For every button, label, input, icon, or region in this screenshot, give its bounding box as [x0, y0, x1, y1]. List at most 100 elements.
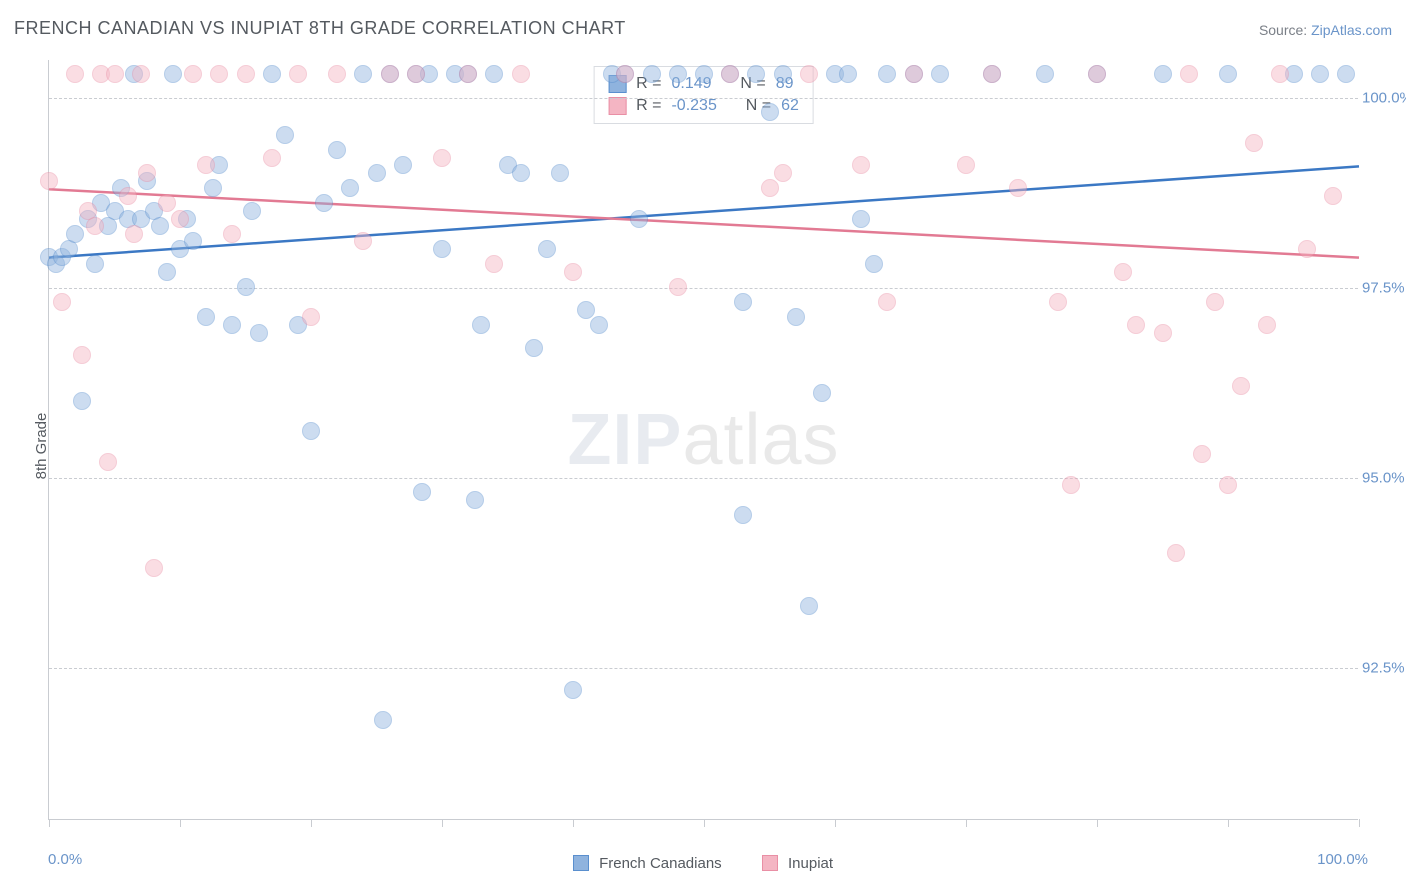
scatter-point-in — [1049, 293, 1067, 311]
scatter-point-fc — [368, 164, 386, 182]
scatter-point-fc — [630, 210, 648, 228]
scatter-point-fc — [695, 65, 713, 83]
scatter-point-in — [761, 179, 779, 197]
x-tick — [1228, 819, 1229, 827]
scatter-point-in — [878, 293, 896, 311]
scatter-point-fc — [466, 491, 484, 509]
scatter-point-in — [354, 232, 372, 250]
scatter-point-fc — [512, 164, 530, 182]
scatter-point-in — [905, 65, 923, 83]
legend-swatch-fc-bottom — [573, 855, 589, 871]
scatter-point-in — [852, 156, 870, 174]
scatter-point-in — [1009, 179, 1027, 197]
x-tick — [311, 819, 312, 827]
scatter-point-fc — [237, 278, 255, 296]
legend-swatch-in-bottom — [762, 855, 778, 871]
x-tick — [442, 819, 443, 827]
x-tick — [704, 819, 705, 827]
scatter-point-fc — [577, 301, 595, 319]
scatter-point-in — [171, 210, 189, 228]
scatter-point-fc — [302, 422, 320, 440]
source-attribution: Source: ZipAtlas.com — [1259, 22, 1392, 38]
scatter-point-fc — [551, 164, 569, 182]
scatter-point-in — [669, 278, 687, 296]
scatter-point-in — [433, 149, 451, 167]
scatter-point-fc — [734, 293, 752, 311]
scatter-point-fc — [747, 65, 765, 83]
legend-n-in: 62 — [781, 97, 799, 115]
scatter-point-fc — [315, 194, 333, 212]
plot-area: ZIPatlas R = 0.149 N = 89 R = -0.235 N =… — [48, 60, 1358, 820]
x-tick — [835, 819, 836, 827]
x-tick — [1097, 819, 1098, 827]
scatter-point-in — [957, 156, 975, 174]
legend-label-fc: French Canadians — [599, 855, 722, 872]
scatter-point-in — [512, 65, 530, 83]
scatter-point-in — [328, 65, 346, 83]
x-tick — [180, 819, 181, 827]
scatter-point-fc — [354, 65, 372, 83]
scatter-point-in — [407, 65, 425, 83]
scatter-point-in — [459, 65, 477, 83]
scatter-point-fc — [73, 392, 91, 410]
scatter-point-fc — [472, 316, 490, 334]
scatter-point-fc — [413, 483, 431, 501]
y-tick-label: 95.0% — [1362, 470, 1406, 487]
scatter-point-fc — [328, 141, 346, 159]
scatter-point-fc — [852, 210, 870, 228]
scatter-point-in — [1258, 316, 1276, 334]
scatter-point-fc — [734, 506, 752, 524]
scatter-point-fc — [1219, 65, 1237, 83]
scatter-point-in — [1154, 324, 1172, 342]
scatter-point-in — [1206, 293, 1224, 311]
scatter-point-in — [40, 172, 58, 190]
source-link[interactable]: ZipAtlas.com — [1311, 22, 1392, 38]
scatter-point-in — [145, 559, 163, 577]
legend-r-label: R = — [636, 97, 661, 115]
x-tick — [573, 819, 574, 827]
scatter-point-fc — [341, 179, 359, 197]
scatter-point-fc — [1036, 65, 1054, 83]
scatter-point-fc — [787, 308, 805, 326]
scatter-point-in — [1245, 134, 1263, 152]
scatter-point-in — [983, 65, 1001, 83]
scatter-point-fc — [878, 65, 896, 83]
scatter-point-in — [66, 65, 84, 83]
scatter-point-fc — [1311, 65, 1329, 83]
scatter-point-in — [1088, 65, 1106, 83]
scatter-point-in — [1271, 65, 1289, 83]
scatter-point-fc — [485, 65, 503, 83]
scatter-point-in — [1180, 65, 1198, 83]
gridline-h — [49, 98, 1358, 99]
scatter-point-in — [1167, 544, 1185, 562]
legend-bottom-item-in: Inupiat — [762, 855, 833, 872]
scatter-point-fc — [839, 65, 857, 83]
scatter-point-in — [197, 156, 215, 174]
scatter-point-fc — [374, 711, 392, 729]
scatter-point-fc — [761, 103, 779, 121]
legend-swatch-in — [608, 97, 626, 115]
scatter-point-in — [237, 65, 255, 83]
legend-bottom: French Canadians Inupiat — [0, 855, 1406, 872]
source-prefix: Source: — [1259, 22, 1311, 38]
scatter-point-fc — [1154, 65, 1172, 83]
scatter-point-in — [138, 164, 156, 182]
y-tick-label: 92.5% — [1362, 660, 1406, 677]
scatter-point-in — [302, 308, 320, 326]
scatter-point-in — [1127, 316, 1145, 334]
scatter-point-in — [223, 225, 241, 243]
legend-bottom-item-fc: French Canadians — [573, 855, 722, 872]
scatter-point-in — [1193, 445, 1211, 463]
scatter-point-fc — [158, 263, 176, 281]
scatter-point-in — [73, 346, 91, 364]
scatter-point-in — [381, 65, 399, 83]
scatter-point-in — [1114, 263, 1132, 281]
scatter-point-in — [86, 217, 104, 235]
x-tick — [1359, 819, 1360, 827]
gridline-h — [49, 668, 1358, 669]
scatter-point-in — [132, 65, 150, 83]
x-tick — [49, 819, 50, 827]
y-tick-label: 97.5% — [1362, 280, 1406, 297]
scatter-point-fc — [1337, 65, 1355, 83]
scatter-point-fc — [151, 217, 169, 235]
